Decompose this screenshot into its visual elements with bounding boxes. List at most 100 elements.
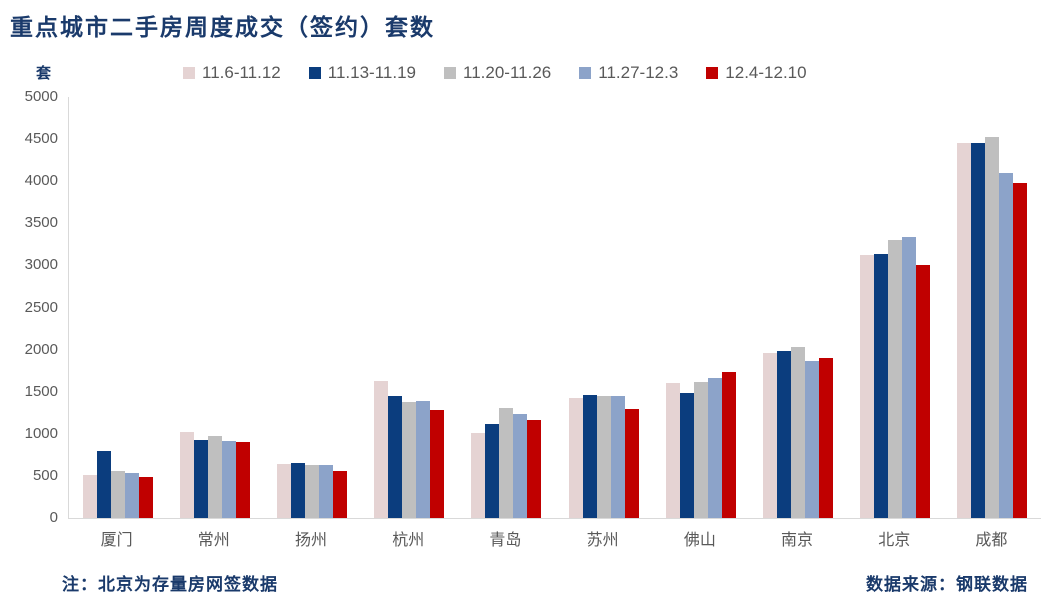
y-tick-label: 1000: [24, 424, 58, 442]
bar: [679, 393, 694, 518]
plot-area: [68, 97, 1041, 519]
bar: [971, 143, 986, 518]
bar: [777, 350, 792, 518]
bar: [985, 137, 1000, 518]
y-tick-label: 4500: [24, 130, 58, 148]
x-category-label: 青岛: [489, 532, 522, 549]
legend-item: 11.27-12.3: [579, 63, 678, 83]
legend-label: 11.6-11.12: [202, 63, 281, 82]
bar: [402, 401, 417, 518]
bar: [430, 410, 445, 518]
bar-group: [361, 97, 458, 518]
bar: [888, 240, 903, 518]
x-category-label: 扬州: [295, 532, 328, 549]
bar-group: [166, 97, 263, 518]
x-category-label: 南京: [781, 532, 814, 549]
x-category-label: 厦门: [100, 532, 133, 549]
bar: [207, 436, 222, 518]
x-category-label: 成都: [975, 532, 1008, 549]
bar: [513, 414, 528, 518]
bar: [138, 476, 153, 518]
y-tick-label: 2000: [24, 340, 58, 358]
bar: [110, 470, 125, 518]
bar: [485, 423, 500, 518]
bar: [819, 358, 834, 518]
y-tick-label: 0: [49, 509, 58, 526]
bar: [860, 255, 875, 518]
bar: [305, 464, 319, 518]
bar-group: [555, 97, 652, 518]
legend-item: 12.4-12.10: [706, 63, 807, 83]
bar: [721, 371, 736, 518]
legend-item: 11.20-11.26: [444, 63, 551, 83]
x-category-label: 杭州: [392, 532, 425, 549]
bar: [693, 382, 708, 518]
bar: [319, 464, 333, 518]
bar: [471, 432, 486, 518]
bar: [665, 383, 680, 518]
bar: [221, 441, 236, 518]
bar: [610, 395, 625, 518]
bar: [596, 395, 611, 518]
bar: [957, 143, 972, 518]
bar-group: [847, 97, 944, 518]
bar-group: [652, 97, 749, 518]
y-axis-unit-label: 套: [36, 65, 52, 82]
data-source: 数据来源：钢联数据: [866, 575, 1028, 594]
legend-label: 11.27-12.3: [598, 63, 679, 82]
bar-group: [263, 97, 360, 518]
y-tick-label: 5000: [24, 88, 58, 105]
legend-swatch-icon: [183, 67, 195, 79]
legend-label: 11.13-11.19: [327, 63, 417, 82]
chart-title: 重点城市二手房周度成交（签约）套数: [10, 14, 435, 40]
y-tick-label: 500: [32, 466, 58, 484]
legend-item: 11.6-11.12: [183, 63, 281, 83]
y-tick-label: 1500: [24, 382, 58, 400]
bar: [388, 395, 403, 518]
bar: [624, 408, 639, 518]
bar: [416, 400, 431, 518]
bar: [179, 432, 194, 518]
legend-label: 12.4-12.10: [725, 63, 807, 82]
bar: [527, 419, 542, 518]
bar: [193, 439, 208, 518]
x-category-label: 北京: [878, 532, 911, 549]
legend-swatch-icon: [706, 67, 719, 79]
bar: [763, 352, 778, 518]
bar: [902, 236, 917, 518]
bar-group: [458, 97, 555, 518]
y-tick-label: 4000: [24, 172, 58, 190]
bar-group: [69, 97, 166, 518]
x-category-label: 苏州: [586, 532, 619, 549]
legend-swatch-icon: [579, 67, 592, 79]
x-category-label: 佛山: [683, 532, 716, 549]
legend: 11.6-11.12 11.13-11.19 11.20-11.26 11.27-12…: [183, 63, 807, 83]
bar: [124, 473, 139, 518]
legend-label: 11.20-11.26: [463, 63, 552, 82]
bar: [277, 464, 291, 518]
legend-item: 11.13-11.19: [308, 63, 417, 83]
footnote: 注：北京为存量房网签数据: [62, 575, 278, 594]
x-category-label: 常州: [197, 532, 230, 549]
x-axis-category-labels: 厦门 常州 扬州 杭州 青岛 苏州 佛山 南京 北京 成都: [68, 526, 1040, 550]
y-tick-label: 2500: [24, 298, 58, 316]
y-tick-label: 3000: [24, 256, 58, 274]
bar: [916, 264, 931, 518]
bar-group: [944, 97, 1041, 518]
bar: [1013, 182, 1028, 518]
bar: [96, 451, 111, 518]
legend-swatch-icon: [444, 67, 457, 79]
legend-swatch-icon: [308, 67, 321, 79]
bar: [874, 253, 889, 518]
bar: [568, 398, 583, 518]
bar-group: [749, 97, 846, 518]
bar: [707, 378, 722, 518]
y-tick-label: 3500: [24, 214, 58, 232]
bar: [499, 407, 514, 518]
bar: [374, 381, 389, 518]
bar: [82, 475, 97, 518]
bar: [582, 395, 597, 518]
bar: [291, 463, 305, 518]
bar: [333, 471, 347, 518]
